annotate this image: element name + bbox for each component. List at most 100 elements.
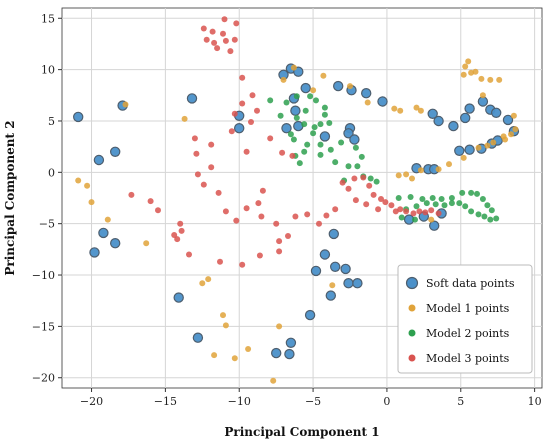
point-series-4 [435,210,442,217]
point-series-4 [239,100,246,107]
point-series-3 [448,200,455,207]
point-series-1 [319,249,331,260]
x-tick-label: 0 [383,395,390,408]
point-series-4 [174,236,181,243]
point-series-2 [417,167,424,174]
point-series-3 [487,216,494,223]
point-series-4 [193,150,200,157]
point-series-4 [273,220,280,227]
point-series-2 [462,63,469,70]
point-series-4 [147,198,154,205]
legend-marker [408,329,416,337]
x-tick-label: −15 [154,395,177,408]
point-series-2 [460,154,467,161]
point-series-4 [255,200,262,207]
y-tick-label: −20 [32,372,55,385]
point-series-4 [428,207,435,214]
y-tick-label: 0 [48,166,55,179]
point-series-4 [360,174,367,181]
point-series-3 [481,213,488,220]
point-series-4 [214,45,221,52]
x-tick-label: −10 [228,395,251,408]
point-series-1 [173,292,184,303]
point-series-2 [245,346,252,352]
point-series-2 [329,282,336,289]
point-series-4 [285,233,291,239]
point-series-1 [325,290,336,301]
point-series-4 [292,213,299,220]
y-axis-ticks: −20 −15 −10 −5 0 5 10 15 [32,12,62,385]
point-series-3 [432,201,439,208]
point-series-2 [487,76,494,83]
point-series-3 [304,141,311,148]
legend-marker [405,276,419,290]
legend-marker [408,354,416,362]
point-series-3 [317,141,324,148]
point-series-4 [228,128,235,135]
point-series-4 [279,149,286,156]
point-series-1 [300,82,311,94]
point-series-3 [468,208,475,215]
point-series-2 [508,131,514,138]
point-series-3 [479,196,486,202]
point-series-4 [128,191,135,198]
point-series-1 [290,105,301,116]
point-series-2 [88,199,95,206]
point-series-4 [249,92,256,99]
point-series-3 [493,215,500,222]
point-series-1 [98,227,109,239]
point-series-1 [284,348,295,360]
y-tick-label: 15 [41,12,55,25]
point-series-2 [479,92,486,99]
point-series-3 [488,207,495,214]
point-series-1 [93,154,105,166]
point-series-4 [339,179,346,186]
x-tick-label: 10 [528,395,542,408]
y-tick-label: −5 [39,218,55,231]
point-series-3 [475,211,482,218]
point-series-3 [395,195,402,201]
point-series-2 [220,312,226,319]
point-series-4 [222,37,229,44]
point-series-2 [413,104,420,111]
point-series-3 [290,136,297,143]
point-series-3 [448,195,455,201]
point-series-1 [304,309,316,321]
point-series-1 [319,131,331,142]
y-tick-label: 10 [41,64,55,77]
point-series-3 [293,93,300,100]
point-series-2 [395,172,402,179]
point-series-3 [296,160,303,167]
point-series-3 [419,196,426,202]
point-series-3 [423,200,430,207]
point-series-4 [248,119,254,125]
point-series-1 [427,108,438,120]
point-series-1 [330,261,341,272]
point-series-1 [285,337,297,348]
point-series-4 [215,189,222,196]
point-series-2 [320,72,327,79]
point-series-3 [358,153,365,160]
point-series-4 [221,16,228,23]
point-series-4 [267,135,274,142]
x-tick-label: −20 [80,395,103,408]
point-series-1 [328,228,339,240]
legend-label: Model 1 points [426,302,510,315]
point-series-2 [510,112,517,119]
point-series-2 [403,171,410,178]
point-series-4 [208,164,215,171]
point-series-3 [484,202,491,209]
y-axis-label: Principal Component 2 [3,120,17,275]
y-tick-label: −15 [32,320,55,333]
point-series-4 [378,196,384,202]
point-series-3 [412,216,418,223]
point-series-4 [345,185,352,192]
point-series-3 [398,214,405,221]
point-series-2 [409,175,415,182]
point-series-3 [468,189,475,196]
point-series-2 [84,182,91,189]
point-series-1 [192,332,204,343]
point-series-1 [340,263,351,275]
point-series-2 [435,166,442,173]
